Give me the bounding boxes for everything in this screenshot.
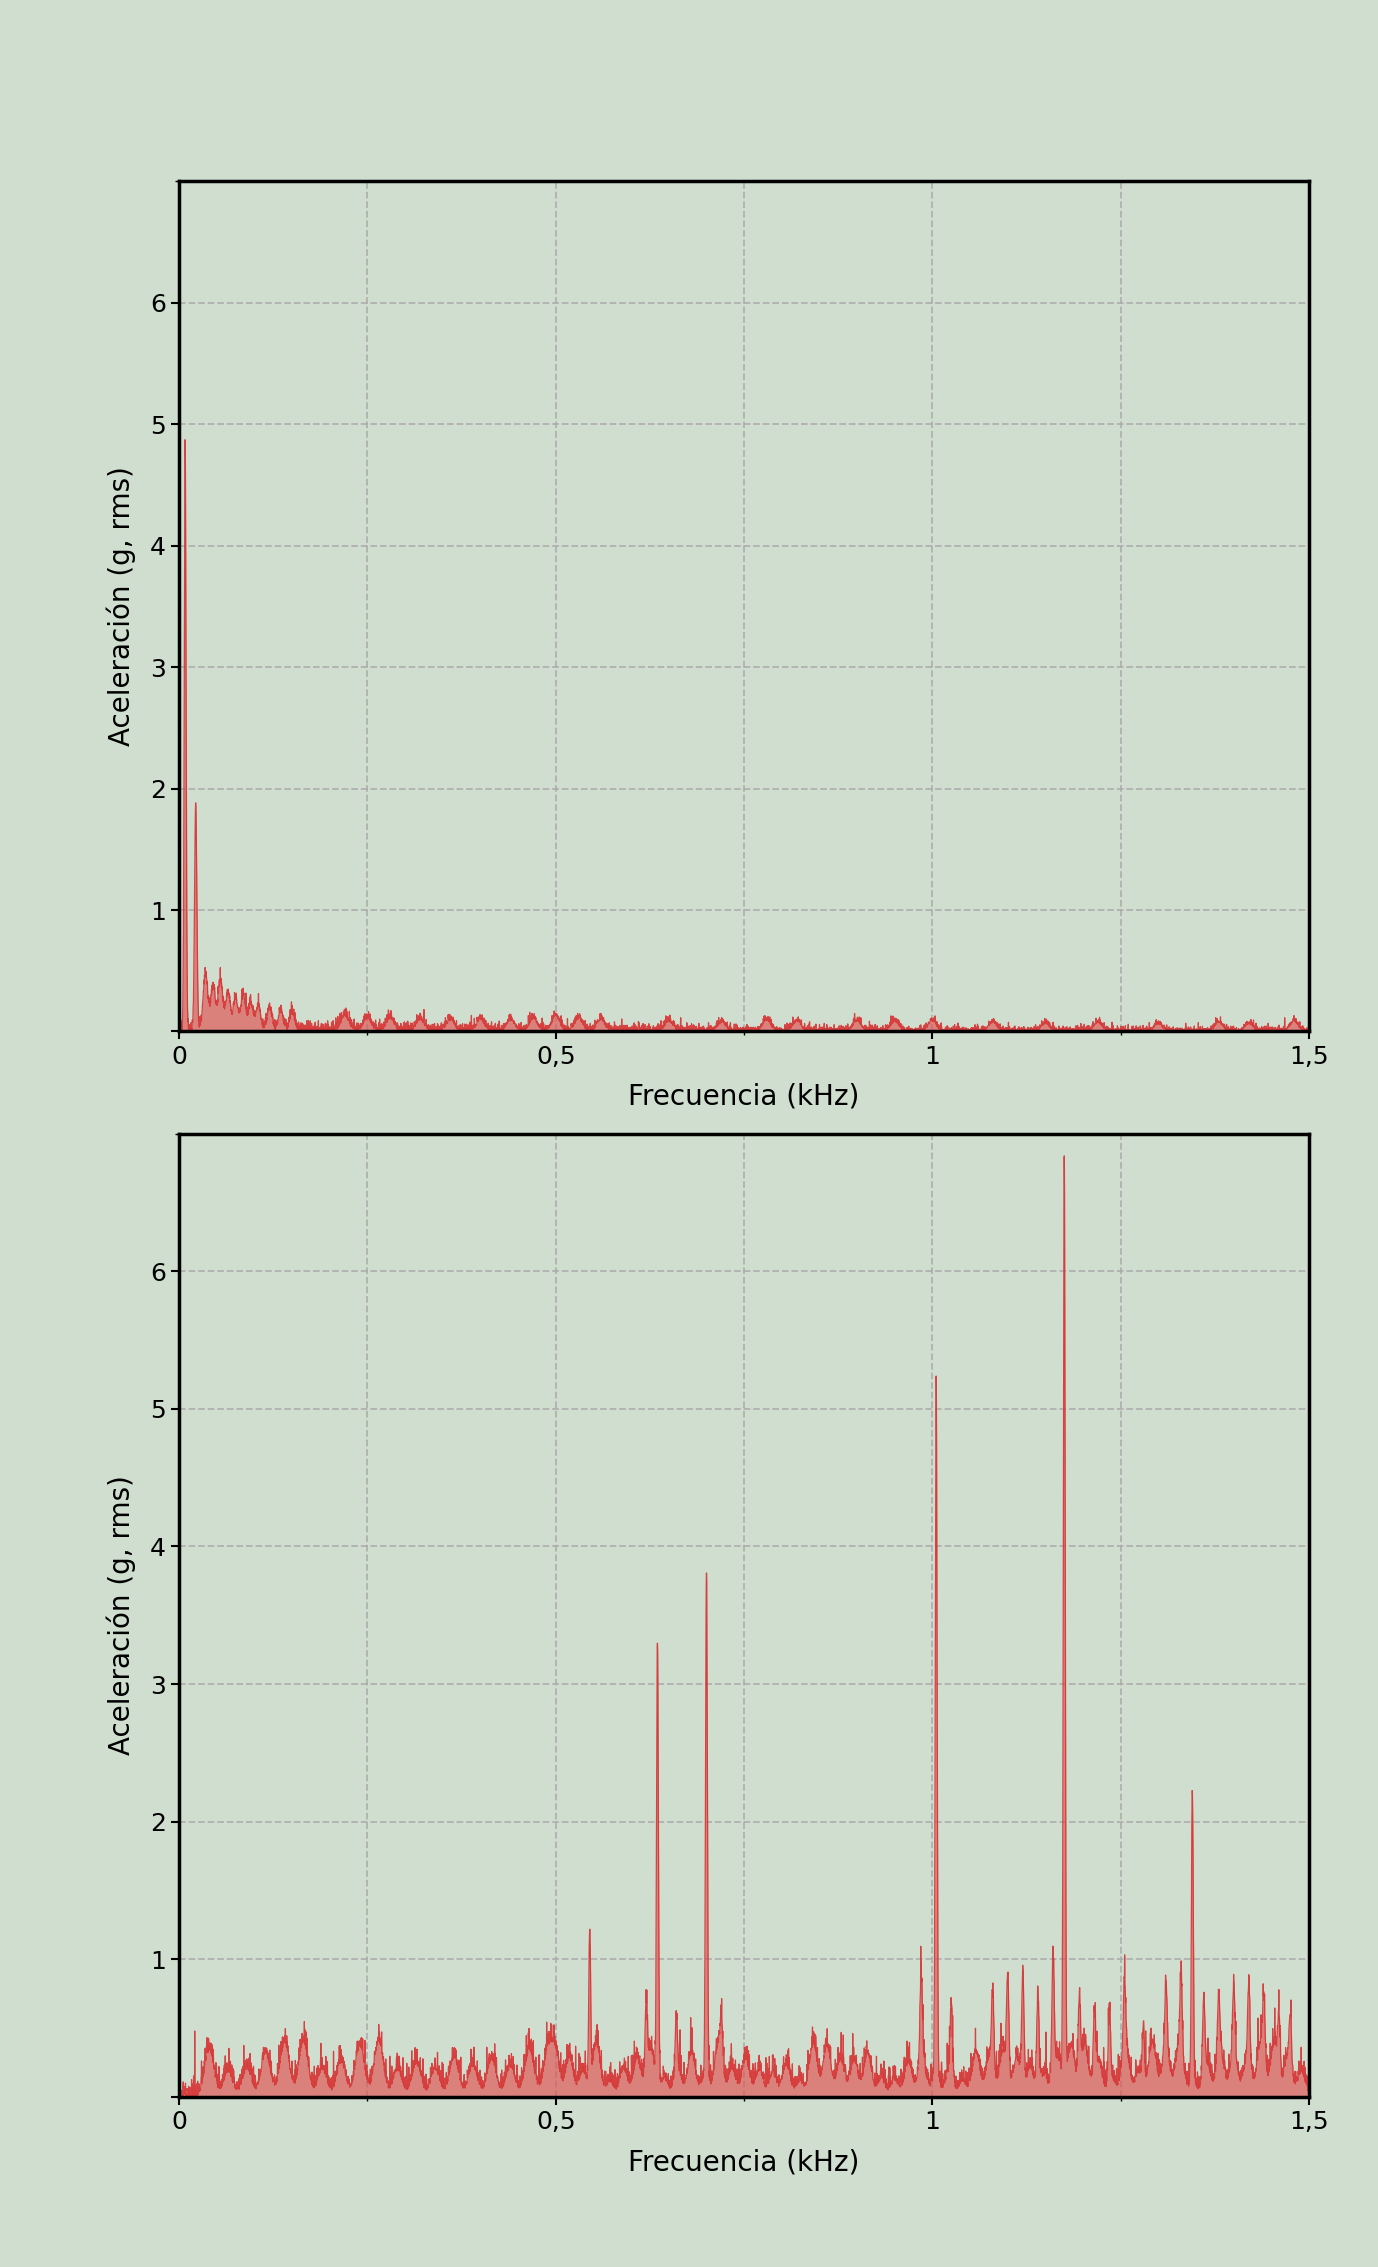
Y-axis label: Aceleración (g, rms): Aceleración (g, rms) [106,1476,136,1755]
X-axis label: Frecuencia (kHz): Frecuencia (kHz) [628,2149,860,2176]
X-axis label: Frecuencia (kHz): Frecuencia (kHz) [628,1084,860,1111]
Y-axis label: Aceleración (g, rms): Aceleración (g, rms) [106,467,136,746]
